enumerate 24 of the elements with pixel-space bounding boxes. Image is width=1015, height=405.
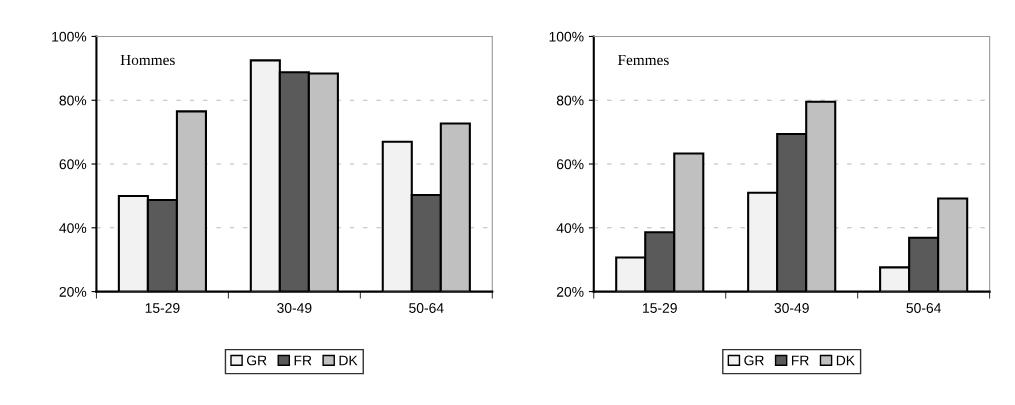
x-tick-label: 30-49 (774, 303, 809, 313)
y-tick-label: 20% (59, 286, 87, 297)
legend-label: FR (294, 355, 312, 366)
y-tick-label: 100% (52, 31, 87, 42)
y-tick-label: 40% (556, 223, 584, 233)
x-tick-label: 50-64 (409, 303, 444, 313)
legend-label: FR (791, 355, 809, 366)
y-tick-label: 60% (556, 159, 584, 170)
legend-label: GR (744, 355, 764, 366)
y-tick-label: 100% (549, 31, 584, 42)
y-tick-label: 60% (59, 159, 87, 170)
y-tick-label: 20% (556, 286, 584, 297)
y-tick-label: 40% (59, 223, 87, 233)
legend-label: DK (836, 355, 855, 366)
legend-label: GR (246, 355, 267, 366)
x-tick-label: 15-29 (643, 303, 677, 313)
y-tick-label: 80% (59, 95, 87, 106)
text: Femmes (617, 54, 669, 66)
x-tick-label: 15-29 (145, 303, 180, 313)
legend-label: DK (339, 355, 358, 366)
x-tick-label: 50-64 (906, 303, 942, 313)
text: Hommes (120, 54, 175, 66)
y-tick-label: 80% (556, 95, 584, 106)
x-tick-label: 30-49 (277, 303, 312, 313)
